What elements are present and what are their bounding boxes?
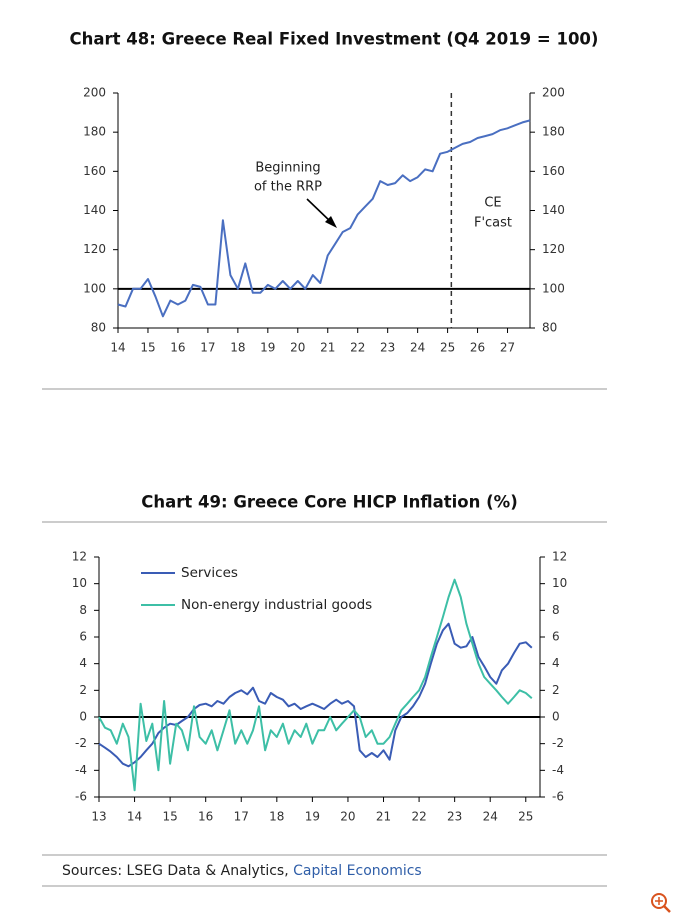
sources-text: Sources: LSEG Data & Analytics, xyxy=(62,863,289,879)
y2-tick-label: 10 xyxy=(552,576,567,590)
y2-tick-label: 6 xyxy=(552,630,560,644)
x-tick-label: 22 xyxy=(350,341,365,355)
x-tick-label: 22 xyxy=(411,810,426,824)
legend-label: Non-energy industrial goods xyxy=(181,597,372,613)
x-tick-label: 25 xyxy=(440,341,455,355)
y-tick-label: 4 xyxy=(79,656,87,670)
zoom-icon[interactable] xyxy=(651,893,671,913)
series-line xyxy=(98,622,533,768)
x-tick-label: 18 xyxy=(269,810,284,824)
annotation: F'cast xyxy=(474,216,512,231)
x-tick-label: 24 xyxy=(483,810,498,824)
x-tick-label: 20 xyxy=(290,341,305,355)
x-tick-label: 19 xyxy=(260,341,275,355)
y-tick-label: 12 xyxy=(72,550,87,564)
x-tick-label: 17 xyxy=(200,341,215,355)
y2-tick-label: -2 xyxy=(552,736,564,750)
y2-tick-label: -6 xyxy=(552,790,564,804)
y-tick-label: 180 xyxy=(83,125,106,139)
x-tick-label: 21 xyxy=(320,341,335,355)
y2-tick-label: 160 xyxy=(542,164,565,178)
y2-tick-label: 120 xyxy=(542,242,565,256)
y-tick-label: 140 xyxy=(83,203,106,217)
x-tick-label: 24 xyxy=(410,341,425,355)
y-tick-label: -2 xyxy=(75,736,87,750)
y-tick-label: 6 xyxy=(79,630,87,644)
series-line xyxy=(117,119,531,318)
x-tick-label: 14 xyxy=(110,341,125,355)
annotation-arrow-head xyxy=(325,216,337,228)
y2-tick-label: 8 xyxy=(552,603,560,617)
y2-tick-label: 100 xyxy=(542,281,565,295)
x-tick-label: 25 xyxy=(518,810,533,824)
x-tick-label: 13 xyxy=(91,810,106,824)
annotation: Beginning xyxy=(255,161,320,176)
y2-tick-label: 80 xyxy=(542,321,557,335)
x-tick-label: 16 xyxy=(170,341,185,355)
y-tick-label: -6 xyxy=(75,790,87,804)
x-tick-label: 14 xyxy=(127,810,142,824)
x-tick-label: 17 xyxy=(234,810,249,824)
annotation: of the RRP xyxy=(254,180,322,195)
annotation: CE xyxy=(484,196,501,211)
y-tick-label: 0 xyxy=(79,710,87,724)
sources: Sources: LSEG Data & Analytics, Capital … xyxy=(62,863,422,879)
y-tick-label: 100 xyxy=(83,281,106,295)
y2-tick-label: 12 xyxy=(552,550,567,564)
y2-tick-label: 4 xyxy=(552,656,560,670)
legend-label: Services xyxy=(181,565,238,581)
series-line xyxy=(98,578,533,792)
x-tick-label: 23 xyxy=(447,810,462,824)
x-tick-label: 16 xyxy=(198,810,213,824)
y-tick-label: 160 xyxy=(83,164,106,178)
y-tick-label: 80 xyxy=(91,321,106,335)
y2-tick-label: -4 xyxy=(552,763,564,777)
x-tick-label: 23 xyxy=(380,341,395,355)
x-tick-label: 20 xyxy=(340,810,355,824)
y-tick-label: 8 xyxy=(79,603,87,617)
y-tick-label: -4 xyxy=(75,763,87,777)
y2-tick-label: 140 xyxy=(542,203,565,217)
chart-title: Chart 48: Greece Real Fixed Investment (… xyxy=(70,30,599,49)
y-tick-label: 200 xyxy=(83,86,106,100)
x-tick-label: 15 xyxy=(140,341,155,355)
sources-link: Capital Economics xyxy=(293,863,422,879)
chart-title: Chart 49: Greece Core HICP Inflation (%) xyxy=(141,493,518,512)
x-tick-label: 21 xyxy=(376,810,391,824)
y-tick-label: 2 xyxy=(79,683,87,697)
y-tick-label: 10 xyxy=(72,576,87,590)
y2-tick-label: 2 xyxy=(552,683,560,697)
x-tick-label: 19 xyxy=(305,810,320,824)
x-tick-label: 26 xyxy=(470,341,485,355)
y2-tick-label: 180 xyxy=(542,125,565,139)
x-tick-label: 15 xyxy=(162,810,177,824)
x-tick-label: 27 xyxy=(500,341,515,355)
y-tick-label: 120 xyxy=(83,242,106,256)
y2-tick-label: 0 xyxy=(552,710,560,724)
annotation-arrow xyxy=(306,198,333,224)
y2-tick-label: 200 xyxy=(542,86,565,100)
x-tick-label: 18 xyxy=(230,341,245,355)
